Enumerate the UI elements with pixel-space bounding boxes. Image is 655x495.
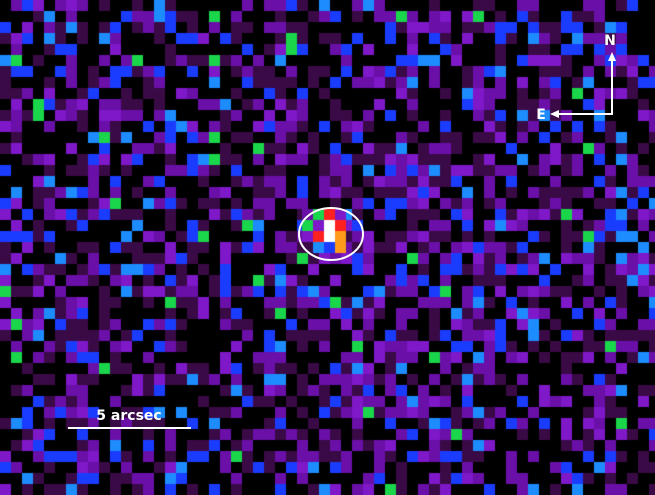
east-label: E [536, 107, 546, 123]
compass: N E [536, 33, 616, 123]
north-label: N [604, 33, 616, 49]
scale-bar-label: 5 arcsec [96, 408, 161, 424]
scale-bar: 5 arcsec [68, 408, 191, 429]
east-arrow-head [550, 110, 559, 118]
source-region-ellipse [298, 207, 364, 261]
north-arrow-head [608, 52, 616, 61]
